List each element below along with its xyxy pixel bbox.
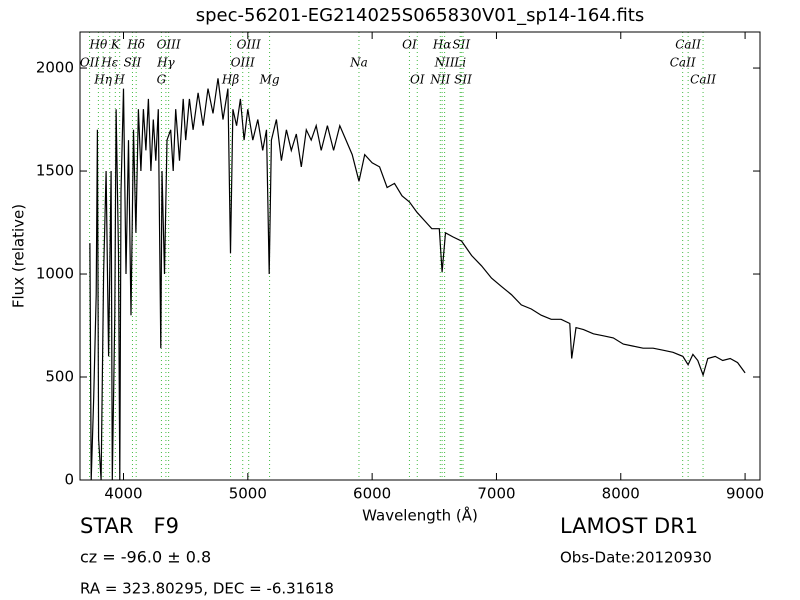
- spectral-line-label: OI: [402, 38, 417, 52]
- spectral-line-label: K: [110, 38, 121, 52]
- spectral-line-label: Hγ: [156, 56, 175, 70]
- y-tick-label: 1000: [36, 265, 74, 283]
- spectral-line-label: SII: [454, 73, 472, 87]
- redshift: cz = -96.0 ± 0.8: [80, 548, 211, 567]
- spectral-line-label: Na: [349, 56, 368, 70]
- spectral-line-label: CaII: [670, 56, 696, 70]
- object-class: STAR F9: [80, 514, 179, 538]
- spectral-line-label: CaII: [690, 73, 716, 87]
- survey: LAMOST DR1: [560, 514, 698, 538]
- x-tick-label: 6000: [353, 485, 391, 503]
- spectral-line-label: OIII: [237, 38, 261, 52]
- x-tick-label: 9000: [726, 485, 764, 503]
- obs-date: Obs-Date:20120930: [560, 549, 712, 567]
- spectral-line-label: SII: [124, 56, 142, 70]
- spectral-line-label: NII: [429, 73, 450, 87]
- spectral-line-label: Hβ: [221, 73, 239, 87]
- spectral-line-label: SII: [452, 38, 470, 52]
- coordinates: RA = 323.80295, DEC = -6.31618: [80, 580, 334, 598]
- x-axis-label: Wavelength (Å): [362, 506, 478, 525]
- spectral-line-label: Hδ: [126, 38, 145, 52]
- spectral-line-label: Hη: [93, 73, 112, 87]
- y-tick-label: 2000: [36, 59, 74, 77]
- spectral-line-label: H: [113, 73, 125, 87]
- spectral-line-label: CaII: [675, 38, 701, 52]
- spectral-line-label: NII: [434, 56, 455, 70]
- y-tick-label: 0: [64, 471, 74, 489]
- spectral-line-label: Hθ: [89, 38, 108, 52]
- spectral-line-label: Hε: [100, 56, 118, 70]
- x-tick-label: 7000: [477, 485, 515, 503]
- y-tick-label: 1500: [36, 162, 74, 180]
- spectrum-line: [89, 78, 746, 480]
- spectral-line-label: OI: [410, 73, 425, 87]
- spectral-line-label: OII: [80, 56, 100, 70]
- chart-title: spec-56201-EG214025S065830V01_sp14-164.f…: [196, 5, 644, 26]
- plot-frame: [79, 31, 761, 481]
- spectral-line-label: Li: [453, 56, 466, 70]
- spectral-line-label: OIII: [231, 56, 255, 70]
- spectral-line-label: OIII: [157, 38, 181, 52]
- y-axis-label: Flux (relative): [10, 204, 28, 308]
- x-tick-label: 4000: [104, 485, 142, 503]
- x-tick-label: 8000: [602, 485, 640, 503]
- x-tick-label: 5000: [229, 485, 267, 503]
- spectral-line-label: Mg: [259, 73, 280, 87]
- spectral-line-label: Hα: [432, 38, 452, 52]
- spectral-line-label: G: [157, 73, 167, 87]
- y-tick-label: 500: [45, 368, 74, 386]
